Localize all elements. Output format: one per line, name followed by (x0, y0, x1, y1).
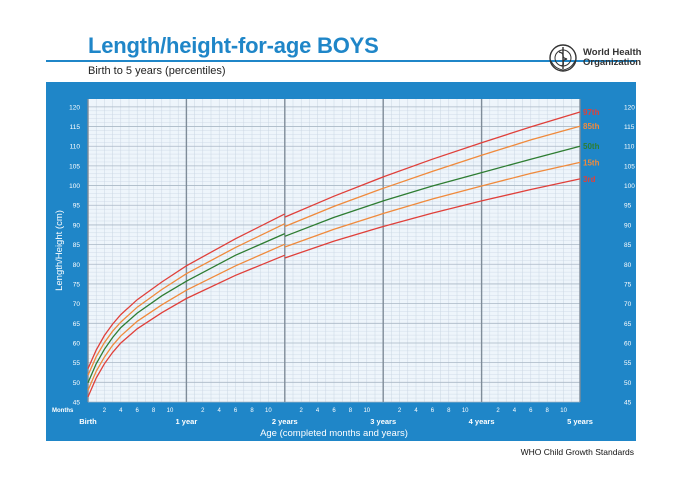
y-tick-right: 110 (624, 144, 635, 151)
series-line-3rd (87, 178, 581, 398)
y-tick-left: 95 (73, 203, 81, 210)
y-tick-left: 55 (73, 360, 81, 367)
y-tick-left: 70 (73, 301, 81, 308)
who-wordmark: World Health Organization (583, 48, 641, 68)
who-emblem-icon (549, 44, 577, 72)
month-tick-label: 4 (316, 408, 320, 414)
series-label-85th: 85th (583, 122, 600, 131)
y-tick-right: 50 (624, 380, 632, 387)
y-tick-right: 95 (624, 203, 632, 210)
y-tick-right: 115 (624, 124, 635, 131)
y-tick-right: 65 (624, 321, 632, 328)
y-tick-right: 90 (624, 222, 632, 229)
month-tick-label: 2 (300, 408, 304, 414)
percentile-lines (87, 111, 581, 398)
y-tick-left: 50 (73, 380, 81, 387)
y-tick-left: 45 (73, 400, 81, 407)
y-tick-right: 80 (624, 262, 632, 269)
month-tick-label: 8 (152, 408, 156, 414)
month-tick-label: 4 (119, 408, 123, 414)
year-tick-label: 5 years (567, 417, 593, 426)
y-tick-labels: 45 45 50 50 55 55 60 60 65 65 70 70 75 75 80 80 85 85 90 90… (69, 104, 635, 406)
y-tick-left: 80 (73, 262, 81, 269)
y-tick-left: 100 (69, 183, 80, 190)
month-tick-label: 2 (201, 408, 205, 414)
page-title: Length/height-for-age BOYS (88, 33, 379, 58)
series-label-97th: 97th (583, 108, 600, 117)
grid-minor (88, 99, 580, 402)
y-tick-right: 70 (624, 301, 632, 308)
title-rule (46, 60, 636, 62)
y-tick-left: 85 (73, 242, 81, 249)
month-tick-label: 4 (218, 408, 222, 414)
y-tick-right: 60 (624, 340, 632, 347)
series-line-15th (87, 161, 581, 391)
month-tick-label: 8 (349, 408, 353, 414)
month-tick-label: 6 (136, 408, 140, 414)
y-tick-left: 65 (73, 321, 81, 328)
who-wordmark-line2: Organization (583, 57, 642, 68)
month-tick-label: 2 (496, 408, 500, 414)
percentile-labels: 97th 85th 50th 15th 3rd (583, 108, 600, 184)
y-tick-right: 85 (624, 242, 632, 249)
year-tick-label: 3 years (370, 417, 396, 426)
series-label-15th: 15th (583, 158, 600, 167)
y-tick-left: 110 (70, 144, 81, 151)
month-tick-label: 8 (250, 408, 254, 414)
chart-subtitle: Birth to 5 years (percentiles) (88, 65, 226, 77)
y-axis-label: Length/Height (cm) (54, 210, 65, 291)
month-tick-label: 10 (363, 408, 370, 414)
y-tick-left: 75 (73, 281, 81, 288)
series-label-3rd: 3rd (583, 175, 596, 184)
month-tick-label: 6 (332, 408, 336, 414)
month-tick-label: 2 (103, 408, 107, 414)
who-logo: World Health Organization (548, 43, 641, 73)
series-line-50th (87, 145, 581, 383)
month-tick-label: 6 (431, 408, 435, 414)
year-tick-label: Birth (79, 417, 97, 426)
month-tick-label: 10 (462, 408, 469, 414)
y-tick-left: 90 (73, 222, 81, 229)
footer-source: WHO Child Growth Standards (520, 447, 634, 457)
month-tick-label: 2 (398, 408, 402, 414)
x-tick-labels: 2 4 6 8 10 2 4 6 8 10 2 4 6 8 10 2 4 6 8 10 2 4 6 8 10 Birth 1 yea… (79, 408, 593, 426)
series-line-85th (87, 125, 581, 376)
y-tick-left: 115 (70, 124, 81, 131)
grid-major (87, 99, 581, 403)
year-tick-label: 4 years (469, 417, 495, 426)
y-tick-right: 75 (624, 281, 632, 288)
month-tick-label: 4 (414, 408, 418, 414)
month-tick-label: 6 (234, 408, 238, 414)
month-tick-label: 8 (546, 408, 550, 414)
y-tick-left: 120 (69, 104, 80, 111)
series-line-97th (87, 111, 581, 369)
y-tick-right: 100 (624, 183, 635, 190)
who-wordmark-line1: World Health (583, 47, 642, 58)
y-tick-right: 45 (624, 400, 632, 407)
month-tick-label: 10 (560, 408, 567, 414)
months-label: Months (52, 408, 74, 414)
month-tick-label: 8 (447, 408, 451, 414)
chart-panel: 97th 85th 50th 15th 3rd 45 45 50 50 55 55 60 60 65 65… (46, 82, 636, 441)
month-tick-label: 10 (265, 408, 272, 414)
series-label-50th: 50th (583, 142, 600, 151)
month-tick-label: 10 (167, 408, 174, 414)
year-tick-label: 2 years (272, 417, 298, 426)
y-tick-left: 60 (73, 340, 81, 347)
month-tick-label: 4 (513, 408, 517, 414)
y-tick-right: 55 (624, 360, 632, 367)
y-tick-right: 120 (624, 104, 635, 111)
x-axis-label: Age (completed months and years) (260, 428, 408, 439)
y-tick-right: 105 (624, 163, 635, 170)
month-tick-label: 6 (529, 408, 533, 414)
y-tick-left: 105 (69, 163, 80, 170)
year-tick-label: 1 year (176, 417, 198, 426)
